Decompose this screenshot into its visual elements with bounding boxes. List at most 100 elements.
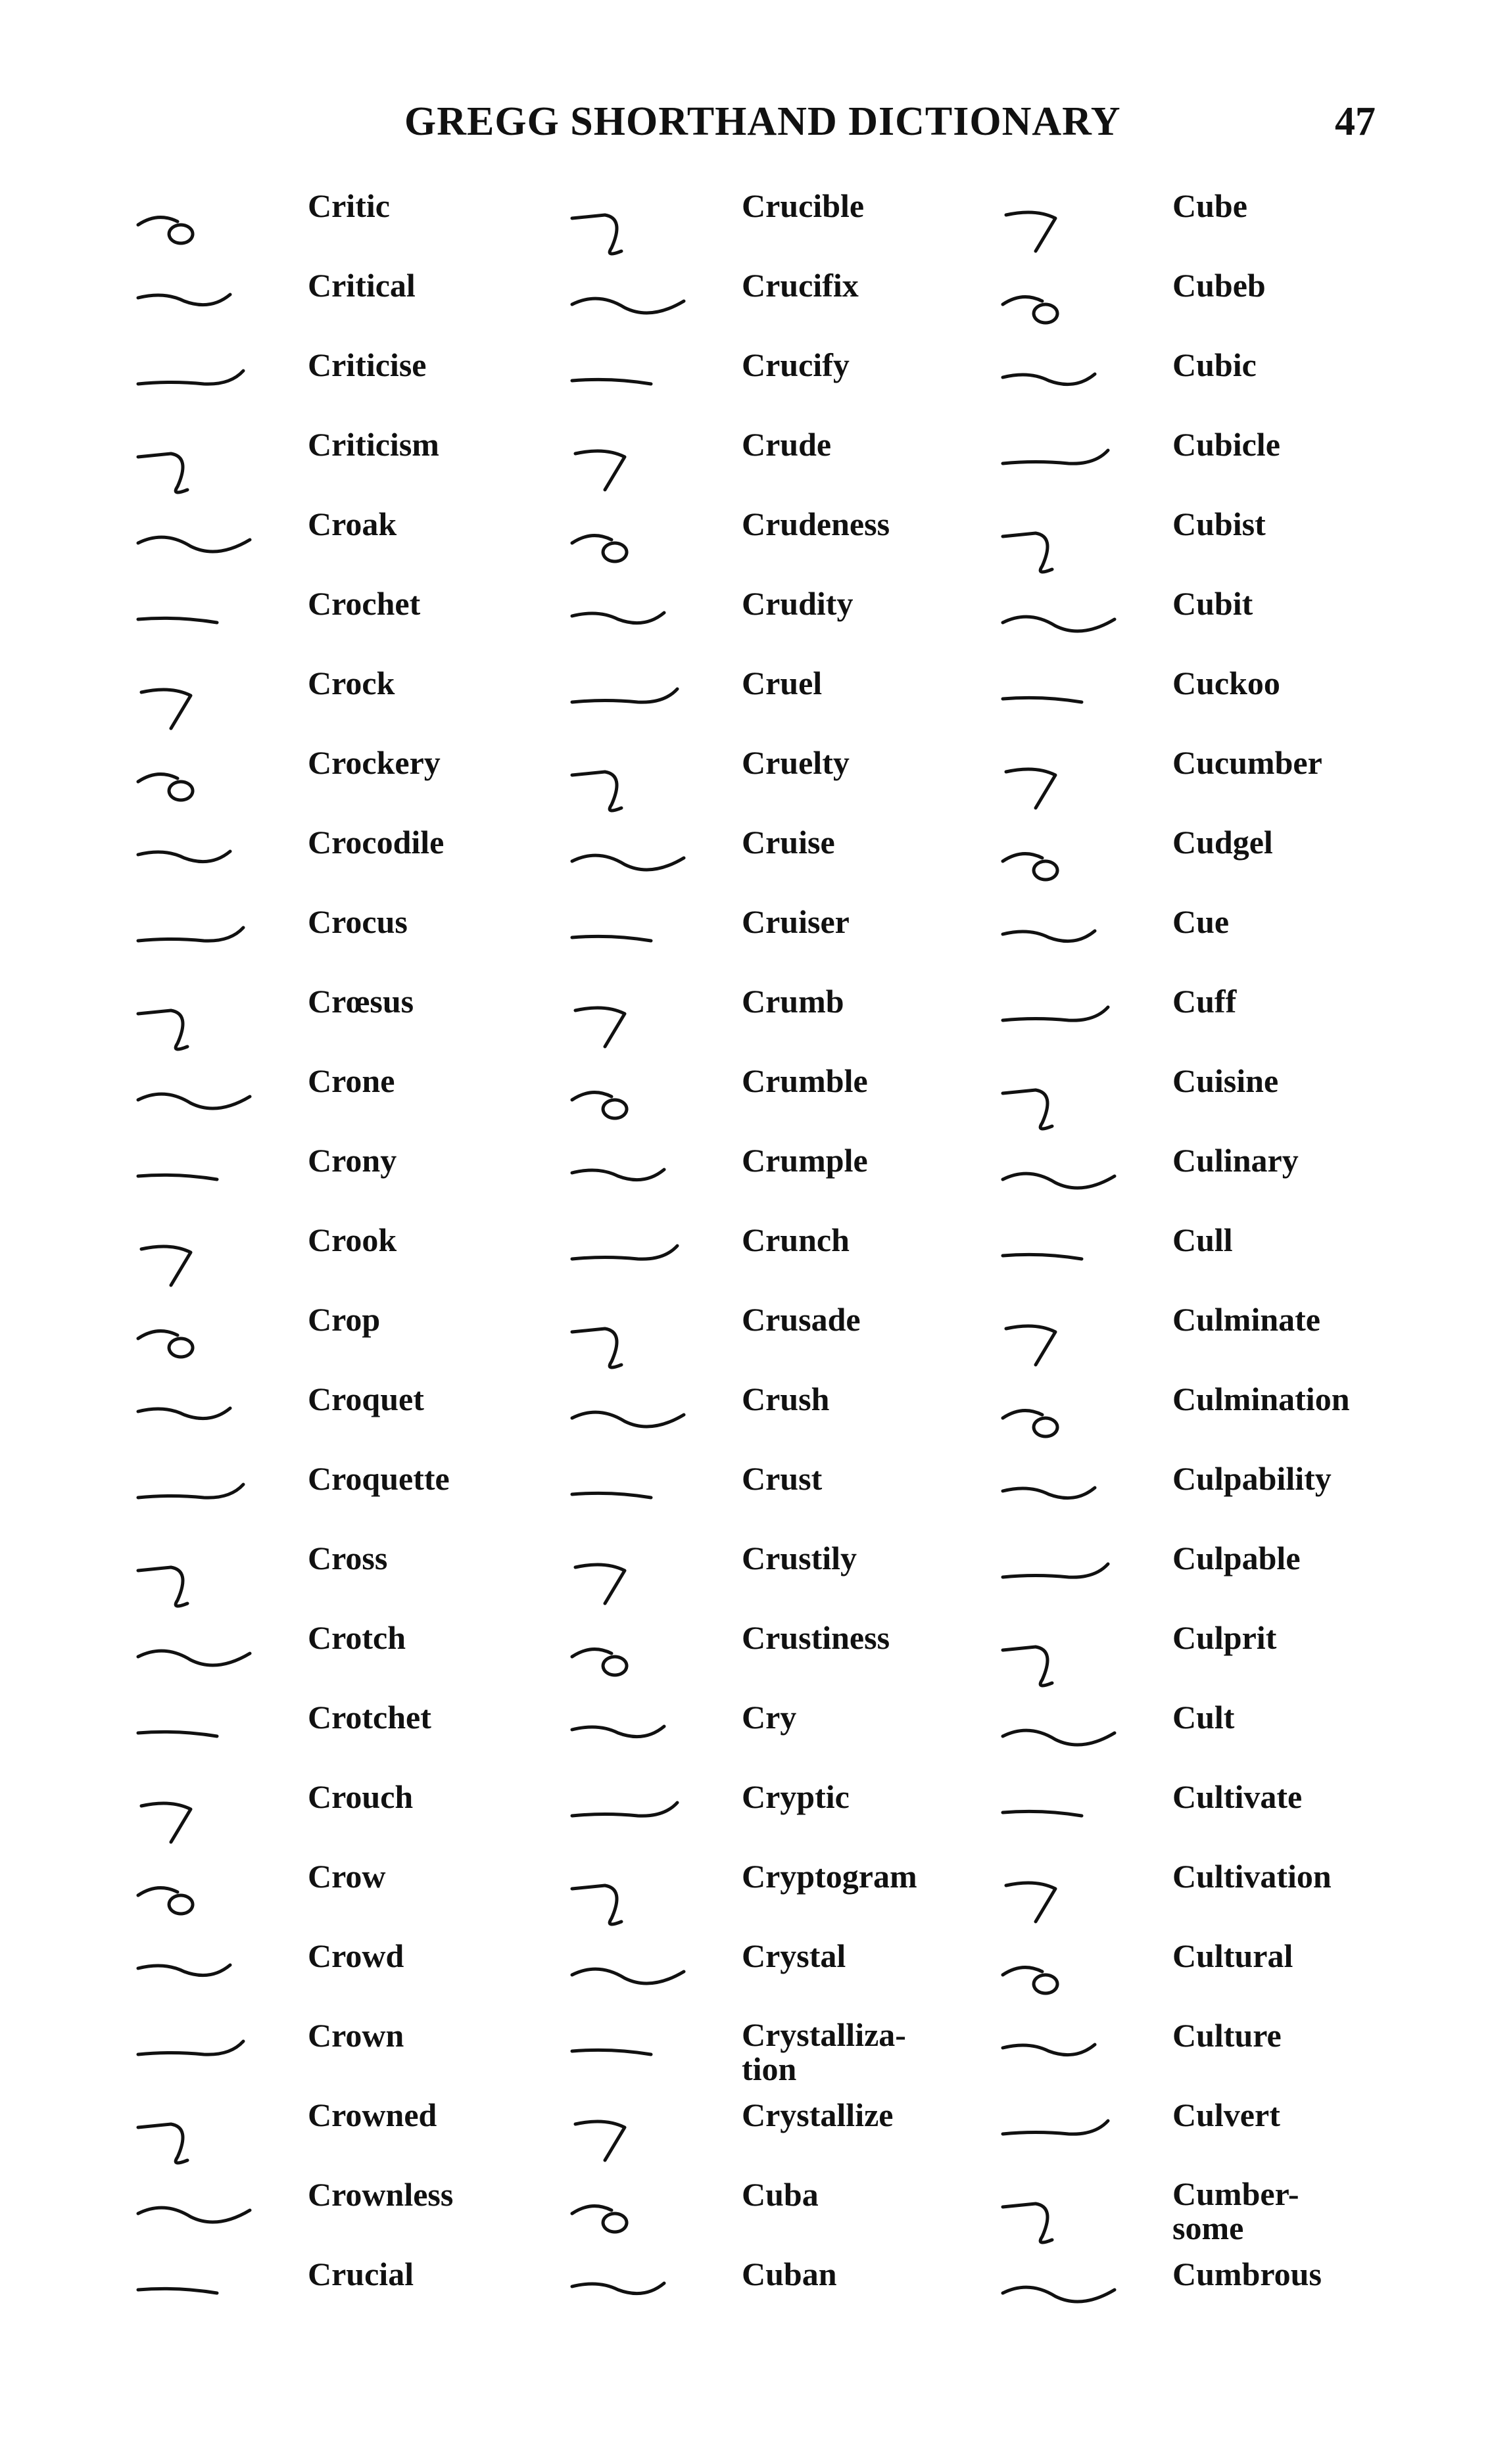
shorthand-outline-icon (573, 2120, 627, 2162)
entry-word: Cubit (1172, 585, 1253, 622)
entry-word: Crown (308, 2017, 404, 2054)
shorthand-outline-icon (1004, 210, 1057, 253)
page-title: GREGG SHORTHAND DICTIONARY (404, 99, 1121, 144)
shorthand-outline-icon (136, 1092, 252, 1110)
entry-word: Crotchet (308, 1699, 431, 1736)
entry-word: Croak (308, 506, 397, 542)
dictionary-entry: Cruiser (566, 901, 1039, 981)
dictionary-entry: Crystal (566, 1935, 1039, 2015)
dictionary-entry: Cubist (996, 504, 1470, 583)
entry-word: Criticise (308, 346, 427, 383)
shorthand-outline-icon (136, 2039, 245, 2056)
shorthand-outline-icon (570, 534, 629, 563)
dictionary-entry: Crudity (566, 583, 1039, 663)
entry-word: Cumber- some (1172, 2175, 1299, 2246)
shorthand-outline-icon (570, 1724, 666, 1739)
entry-word: Crunch (742, 1221, 850, 1258)
shorthand-outline-icon (139, 1244, 193, 1287)
entry-word: Cult (1172, 1699, 1235, 1736)
dictionary-entry: Crœsus (132, 981, 605, 1060)
entry-word: Cuba (742, 2176, 819, 2213)
entry-word: Crocodile (308, 824, 445, 861)
dictionary-column-3: Cube Cubeb Cubic Cubicle Cubist Cubit Cuckoo Cu… (996, 185, 1470, 2333)
entry-word: Crone (308, 1062, 395, 1099)
shorthand-outline-icon (136, 369, 245, 386)
dictionary-entry: Crony (132, 1140, 605, 1220)
entry-word: Culmination (1172, 1381, 1350, 1417)
shorthand-outline-icon (139, 688, 193, 730)
dictionary-entry: Cubit (996, 583, 1470, 663)
shorthand-outline-icon (570, 1967, 686, 1985)
dictionary-entry: Cry (566, 1697, 1039, 1776)
shorthand-outline-icon (136, 772, 195, 802)
dictionary-entry: Culprit (996, 1617, 1470, 1697)
entry-word: Cryptic (742, 1778, 850, 1815)
shorthand-outline-icon (570, 1647, 629, 1677)
dictionary-entry: Cubicle (996, 424, 1470, 504)
shorthand-outline-icon (1001, 448, 1110, 465)
dictionary-entry: Cuff (996, 981, 1470, 1060)
entry-word: Crockery (308, 744, 441, 781)
entry-word: Crust (742, 1460, 823, 1497)
dictionary-entry: Crumble (566, 1060, 1039, 1140)
entry-word: Crumble (742, 1062, 868, 1099)
dictionary-column-2: Crucible Crucifix Crucify Crude Crudeness Cru… (566, 185, 1039, 2333)
dictionary-entry: Culmination (996, 1379, 1470, 1458)
entry-word: Cross (308, 1540, 388, 1576)
entry-word: Crook (308, 1221, 397, 1258)
dictionary-entry: Crochet (132, 583, 605, 663)
entry-word: Crustily (742, 1540, 857, 1576)
dictionary-entry: Culvert (996, 2095, 1470, 2174)
dictionary-entry: Crucible (566, 185, 1039, 265)
dictionary-entry: Cross (132, 1538, 605, 1617)
entry-word: Cubeb (1172, 267, 1266, 304)
shorthand-outline-icon (1001, 1966, 1059, 1995)
dictionary-entry: Crusade (566, 1299, 1039, 1379)
dictionary-entry: Crockery (132, 742, 605, 822)
entry-word: Crony (308, 1142, 397, 1179)
shorthand-outline-icon (1001, 929, 1097, 943)
dictionary-entry: Crotch (132, 1617, 605, 1697)
shorthand-outline-icon (1001, 1645, 1054, 1688)
entry-word: Cue (1172, 903, 1230, 940)
entry-word: Croquet (308, 1381, 424, 1417)
entry-word: Cultivation (1172, 1858, 1332, 1895)
dictionary-entry: Cudgel (996, 822, 1470, 901)
shorthand-outline-icon (1001, 372, 1097, 387)
dictionary-entry: Cuisine (996, 1060, 1470, 1140)
shorthand-outline-icon (570, 1884, 623, 1926)
dictionary-entry: Crocus (132, 901, 605, 981)
entry-word: Crowned (308, 2097, 437, 2133)
shorthand-outline-icon (136, 1482, 245, 1500)
entry-word: Culminate (1172, 1301, 1320, 1338)
dictionary-entry: Crumb (566, 981, 1039, 1060)
shorthand-outline-icon (1001, 1005, 1110, 1022)
dictionary-entry: Crunch (566, 1220, 1039, 1299)
shorthand-outline-icon (136, 1008, 189, 1051)
dictionary-entry: Cumber- some (996, 2174, 1470, 2254)
dictionary-entry: Cube (996, 185, 1470, 265)
shorthand-outline-icon (136, 1329, 195, 1359)
shorthand-outline-icon (570, 296, 686, 315)
shorthand-outline-icon (139, 1801, 193, 1844)
shorthand-outline-icon (570, 1244, 679, 1261)
shorthand-outline-icon (136, 216, 195, 245)
shorthand-outline-icon (570, 2281, 666, 2296)
shorthand-outline-icon (1001, 1728, 1117, 1747)
dictionary-entry: Cuckoo (996, 663, 1470, 742)
entry-word: Culprit (1172, 1619, 1277, 1656)
dictionary-entry: Crownless (132, 2174, 605, 2254)
shorthand-outline-icon (1004, 1324, 1057, 1367)
shorthand-outline-icon (570, 1410, 686, 1429)
dictionary-entry: Crustily (566, 1538, 1039, 1617)
dictionary-entry: Cuban (566, 2254, 1039, 2333)
dictionary-entry: Critic (132, 185, 605, 265)
dictionary-entry: Culpable (996, 1538, 1470, 1617)
dictionary-entry: Crotchet (132, 1697, 605, 1776)
dictionary-entry: Critical (132, 265, 605, 344)
entry-word: Cryptogram (742, 1858, 917, 1895)
entry-word: Crystallize (742, 2097, 894, 2133)
shorthand-outline-icon (136, 849, 232, 864)
entry-word: Crœsus (308, 983, 414, 1020)
shorthand-outline-icon (136, 2122, 189, 2165)
